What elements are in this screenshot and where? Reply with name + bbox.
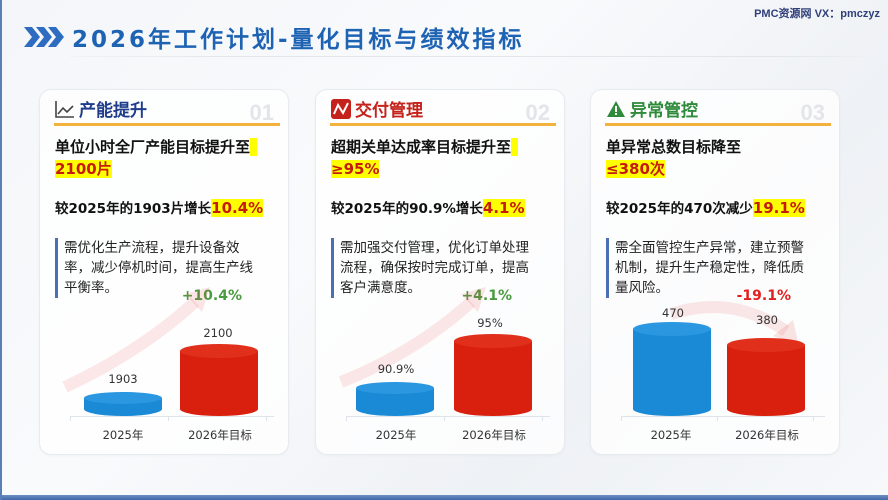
comparison: 较2025年的90.9%增长4.1% (331, 197, 525, 217)
goal-value: ≤380次 (606, 160, 665, 178)
card-underline (605, 123, 831, 126)
goal-text: 单位小时全厂产能目标提升至 (55, 138, 251, 156)
bar-2026-target (727, 338, 805, 416)
goal-value: 2100片 (55, 160, 112, 178)
axis-tick (70, 416, 71, 421)
category-label: 2026年目标 (188, 428, 252, 442)
x-axis (346, 416, 550, 417)
bar-value: 470 (662, 306, 684, 320)
axis-tick (168, 416, 169, 421)
goal-value: ≥95% (331, 160, 380, 178)
bar-value: 90.9% (377, 362, 415, 376)
compare-value: 4.1% (482, 199, 525, 217)
axis-tick (444, 416, 445, 421)
axis-tick (266, 416, 267, 421)
compare-value: 10.4% (211, 199, 264, 217)
bar-value: 380 (756, 313, 778, 327)
card-title: 异常管控 (630, 101, 698, 121)
card-number: 03 (800, 100, 825, 125)
category-label: 2025年 (375, 428, 417, 442)
card-capacity: 产能提升 01 单位小时全厂产能目标提升至 2100片 较2025年的1903片… (39, 89, 289, 455)
x-axis (70, 416, 274, 417)
compare-text: 较2025年的1903片增长 (55, 201, 212, 217)
card-underline (330, 123, 556, 126)
warning-triangle-icon (606, 99, 626, 119)
compare-text: 较2025年的470次减少 (606, 201, 753, 217)
axis-tick (621, 416, 622, 421)
line-chart-icon (55, 99, 75, 119)
comparison: 较2025年的470次减少19.1% (606, 197, 805, 217)
compare-text: 较2025年的90.9%增长 (331, 201, 483, 217)
comparison: 较2025年的1903片增长10.4% (55, 197, 264, 217)
x-axis (621, 416, 825, 417)
header-divider (70, 56, 862, 57)
goal-statement: 单位小时全厂产能目标提升至 2100片 (55, 136, 285, 180)
compare-value: 19.1% (752, 199, 805, 217)
trend-badge-icon (331, 98, 351, 119)
watermark: PMC资源网 VX：pmczyz (754, 8, 880, 20)
highlight-mark (511, 138, 519, 156)
highlight-mark (250, 138, 258, 156)
category-label: 2026年目标 (735, 428, 799, 442)
description: 需优化生产流程，提升设备效率，减少停机时间，提高生产线平衡率。 (55, 238, 263, 298)
axis-tick (542, 416, 543, 421)
page-title: 2026年工作计划-量化目标与绩效指标 (72, 27, 525, 53)
delta-label: +4.1% (461, 288, 512, 304)
bar-chart: 90.9% 95% 2025年 2026年目标 (338, 287, 550, 450)
bar-2025 (633, 322, 711, 416)
bar-value: 2100 (203, 326, 233, 340)
category-label: 2025年 (650, 428, 692, 442)
bar-value: 95% (477, 316, 503, 330)
bar-chart: 1903 2100 2025年 2026年目标 (62, 287, 274, 450)
bar-value: 1903 (108, 372, 138, 386)
description: 需全面管控生产异常，建立预警机制，提升生产稳定性，降低质量风险。 (606, 238, 814, 298)
axis-tick (813, 416, 814, 421)
bar-2026-target (180, 344, 258, 416)
page-header: 2026年工作计划-量化目标与绩效指标 (24, 20, 525, 54)
card-title: 产能提升 (79, 101, 147, 121)
goal-text: 单异常总数目标降至 (606, 138, 742, 156)
card-number: 01 (249, 100, 274, 125)
goal-statement: 超期关单达成率目标提升至 ≥95% (331, 136, 561, 180)
description: 需加强交付管理，优化订单处理流程，确保按时完成订单，提高客户满意度。 (331, 238, 539, 298)
card-title: 交付管理 (355, 101, 423, 121)
up-arrow-icon (62, 287, 210, 392)
bar-2025 (84, 392, 162, 416)
card-anomaly: 异常管控 03 单异常总数目标降至 ≤380次 较2025年的470次减少19.… (590, 89, 840, 455)
goal-statement: 单异常总数目标降至 ≤380次 (606, 136, 836, 180)
bar-2025 (356, 382, 434, 416)
bar-chart: 470 380 2025年 2026年目标 (621, 301, 825, 450)
card-number: 02 (525, 100, 550, 125)
chevrons-icon (24, 25, 66, 49)
goal-text: 超期关单达成率目标提升至 (331, 138, 512, 156)
card-underline (54, 123, 280, 126)
bar-2026-target (454, 334, 532, 416)
category-label: 2026年目标 (462, 428, 526, 442)
bottom-bar (2, 495, 888, 500)
axis-tick (346, 416, 347, 421)
category-label: 2025年 (102, 428, 144, 442)
axis-tick (717, 416, 718, 421)
delta-label: +10.4% (181, 288, 242, 304)
up-arrow-icon (338, 287, 486, 388)
card-delivery: 交付管理 02 超期关单达成率目标提升至 ≥95% 较2025年的90.9%增长… (315, 89, 565, 455)
delta-label: -19.1% (736, 288, 791, 304)
